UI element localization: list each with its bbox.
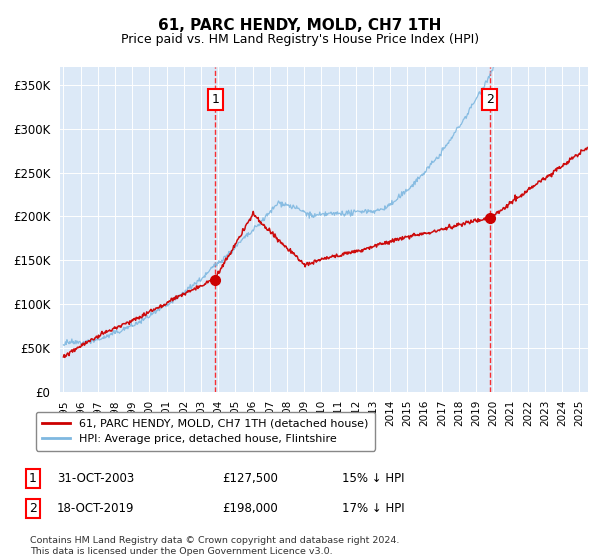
Text: £198,000: £198,000 bbox=[222, 502, 278, 515]
Text: 1: 1 bbox=[29, 472, 37, 486]
Text: 31-OCT-2003: 31-OCT-2003 bbox=[57, 472, 134, 486]
Text: Price paid vs. HM Land Registry's House Price Index (HPI): Price paid vs. HM Land Registry's House … bbox=[121, 32, 479, 46]
Text: 2: 2 bbox=[29, 502, 37, 515]
Text: 2: 2 bbox=[486, 93, 494, 106]
Text: 61, PARC HENDY, MOLD, CH7 1TH: 61, PARC HENDY, MOLD, CH7 1TH bbox=[158, 18, 442, 32]
Text: 17% ↓ HPI: 17% ↓ HPI bbox=[342, 502, 404, 515]
Text: £127,500: £127,500 bbox=[222, 472, 278, 486]
Text: 15% ↓ HPI: 15% ↓ HPI bbox=[342, 472, 404, 486]
Text: 1: 1 bbox=[211, 93, 219, 106]
Text: Contains HM Land Registry data © Crown copyright and database right 2024.
This d: Contains HM Land Registry data © Crown c… bbox=[30, 536, 400, 556]
Legend: 61, PARC HENDY, MOLD, CH7 1TH (detached house), HPI: Average price, detached hou: 61, PARC HENDY, MOLD, CH7 1TH (detached … bbox=[35, 412, 375, 451]
Text: 18-OCT-2019: 18-OCT-2019 bbox=[57, 502, 134, 515]
